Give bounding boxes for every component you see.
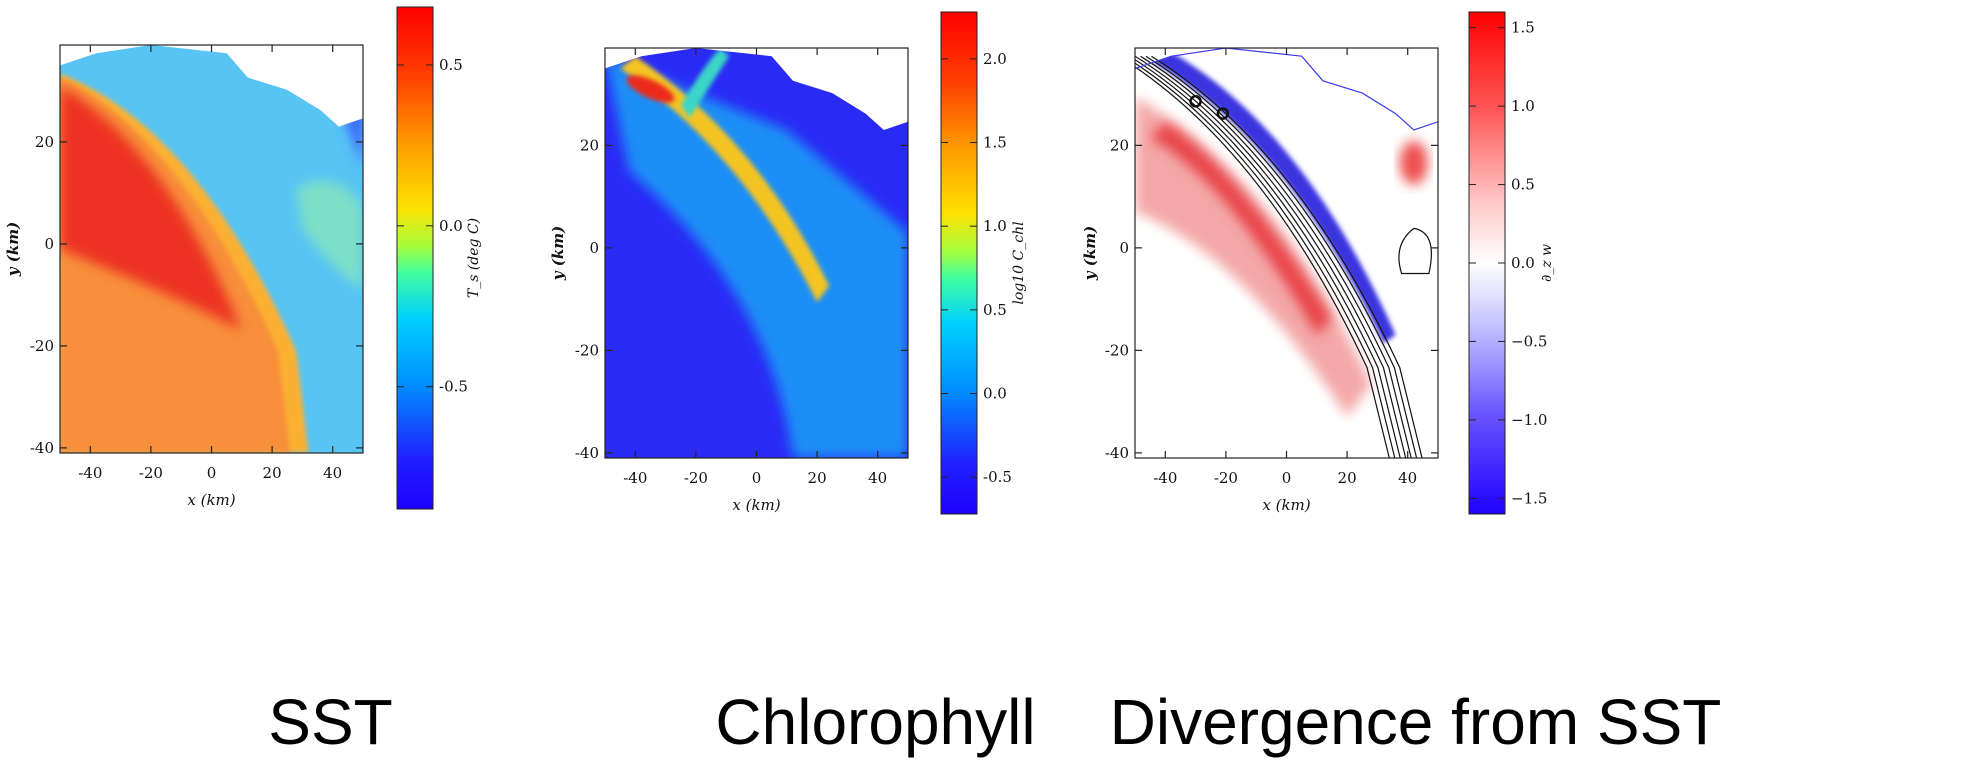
div-contour-line bbox=[1145, 55, 1418, 458]
colorbar-tick-label: −1.0 bbox=[1511, 411, 1547, 429]
div-positive-band bbox=[1135, 97, 1372, 417]
x-tick-label: 40 bbox=[323, 464, 342, 482]
plot-area-2 bbox=[1135, 48, 1438, 458]
y-tick-label: -20 bbox=[575, 341, 599, 359]
x-tick-label: -20 bbox=[1214, 469, 1238, 487]
x-axis-label: x (km) bbox=[1262, 496, 1310, 514]
x-tick-label: 0 bbox=[207, 464, 217, 482]
div-positive-eddy bbox=[1399, 140, 1428, 185]
colorbar-tick-label: 0.5 bbox=[983, 301, 1007, 319]
y-tick-label: 20 bbox=[1110, 136, 1129, 154]
x-tick-label: 40 bbox=[868, 469, 887, 487]
x-tick-label: -40 bbox=[623, 469, 647, 487]
chl-branch bbox=[680, 48, 730, 118]
x-tick-label: 0 bbox=[1282, 469, 1292, 487]
y-tick-label: -40 bbox=[30, 439, 54, 457]
colorbar-label: T_s (deg C) bbox=[466, 218, 482, 298]
sst-warm-core bbox=[60, 85, 242, 331]
plot-area-0 bbox=[60, 45, 363, 453]
y-tick-label: -20 bbox=[30, 337, 54, 355]
caption-divergence: Divergence from SST bbox=[1109, 686, 1722, 758]
field-2 bbox=[1135, 48, 1438, 458]
colorbar-tick-label: 0.0 bbox=[983, 385, 1007, 403]
y-tick-label: 0 bbox=[44, 235, 54, 253]
field-0 bbox=[60, 45, 363, 453]
y-tick-label: 0 bbox=[589, 239, 599, 257]
x-axis-label: x (km) bbox=[187, 491, 235, 509]
div-contour-line bbox=[1151, 55, 1423, 458]
x-tick-label: 20 bbox=[808, 469, 827, 487]
x-tick-label: 20 bbox=[1338, 469, 1357, 487]
y-axis-label: y (km) bbox=[4, 222, 22, 277]
y-tick-label: 0 bbox=[1119, 239, 1129, 257]
colorbar-tick-label: 0.5 bbox=[1511, 176, 1535, 194]
colorbar-tick-label: 0.0 bbox=[1511, 254, 1535, 272]
x-tick-label: 40 bbox=[1398, 469, 1417, 487]
x-tick-label: -20 bbox=[139, 464, 163, 482]
colorbar-tick-label: 0.0 bbox=[439, 217, 463, 235]
divergence-heatmap-chart: -40 -20 0 20 40 -40 -20 0 20 x (km) y (km) 1.5 1.0 0.… bbox=[1081, 11, 1555, 515]
plot-area-1 bbox=[605, 48, 908, 458]
chl-shelf bbox=[605, 56, 908, 458]
y-tick-label: -40 bbox=[1105, 444, 1129, 462]
colorbar-tick-label: 1.5 bbox=[983, 134, 1007, 152]
x-tick-label: 20 bbox=[263, 464, 282, 482]
panel-sst: -40 -20 0 20 40 -40 -20 0 20 x (km) y (km) 0.5 0.0 -0… bbox=[0, 0, 661, 762]
y-axis-label: y (km) bbox=[1081, 226, 1099, 281]
y-axis-label: y (km) bbox=[549, 226, 567, 281]
div-negative-band bbox=[1150, 52, 1396, 344]
colorbar-tick-label: −0.5 bbox=[1511, 332, 1547, 350]
sst-heatmap-chart: -40 -20 0 20 40 -40 -20 0 20 x (km) y (km) 0.5 0.0 -0… bbox=[4, 6, 482, 510]
x-tick-label: -40 bbox=[1153, 469, 1177, 487]
caption-sst: SST bbox=[268, 686, 393, 758]
colorbar-1 bbox=[940, 11, 978, 515]
y-tick-label: -20 bbox=[1105, 341, 1129, 359]
y-tick-label: 20 bbox=[35, 133, 54, 151]
div-contour-line bbox=[1135, 62, 1396, 458]
x-axis-label: x (km) bbox=[732, 496, 780, 514]
y-tick-label: -40 bbox=[575, 444, 599, 462]
x-tick-label: -40 bbox=[78, 464, 102, 482]
panel-chlorophyll: -40 -20 0 20 40 -40 -20 0 20 x (km) y (km) 2.0 1.5 1.… bbox=[545, 0, 1206, 762]
colorbar-label: log10 C_chl bbox=[1011, 221, 1027, 304]
x-tick-label: -20 bbox=[684, 469, 708, 487]
y-tick-label: 20 bbox=[580, 136, 599, 154]
div-contour-ring bbox=[1189, 95, 1202, 108]
panel-divergence: -40 -20 0 20 40 -40 -20 0 20 x (km) y (km) 1.5 1.0 0.… bbox=[1081, 0, 1746, 762]
x-tick-label: 0 bbox=[752, 469, 762, 487]
div-contour-line bbox=[1135, 55, 1407, 458]
colorbar-tick-label: 1.0 bbox=[983, 217, 1007, 235]
colorbar-tick-label: −1.5 bbox=[1511, 489, 1547, 507]
div-positive-core bbox=[1150, 121, 1332, 335]
colorbar-tick-label: 0.5 bbox=[439, 56, 463, 74]
colorbar-tick-label: 1.0 bbox=[1511, 97, 1535, 115]
chlorophyll-heatmap-chart: -40 -20 0 20 40 -40 -20 0 20 x (km) y (km) 2.0 1.5 1.… bbox=[549, 11, 1027, 515]
sst-warm-eddy bbox=[296, 181, 363, 290]
chl-filament-core bbox=[626, 75, 675, 103]
div-contour-eddy bbox=[1398, 227, 1432, 275]
colorbar-tick-label: 2.0 bbox=[983, 50, 1007, 68]
colorbar-tick-label: 1.5 bbox=[1511, 19, 1535, 37]
div-contour-line bbox=[1135, 66, 1390, 458]
colorbar-label: ∂_z w bbox=[1539, 244, 1555, 282]
div-domain-edge bbox=[1135, 48, 1438, 131]
caption-chlorophyll: Chlorophyll bbox=[715, 686, 1036, 758]
colorbar-tick-label: -0.5 bbox=[983, 468, 1012, 486]
div-contour-line bbox=[1140, 55, 1412, 458]
field-1 bbox=[605, 48, 908, 458]
colorbar-0 bbox=[396, 6, 434, 510]
div-contour-ring bbox=[1216, 107, 1230, 120]
colorbar-tick-label: -0.5 bbox=[439, 378, 468, 396]
